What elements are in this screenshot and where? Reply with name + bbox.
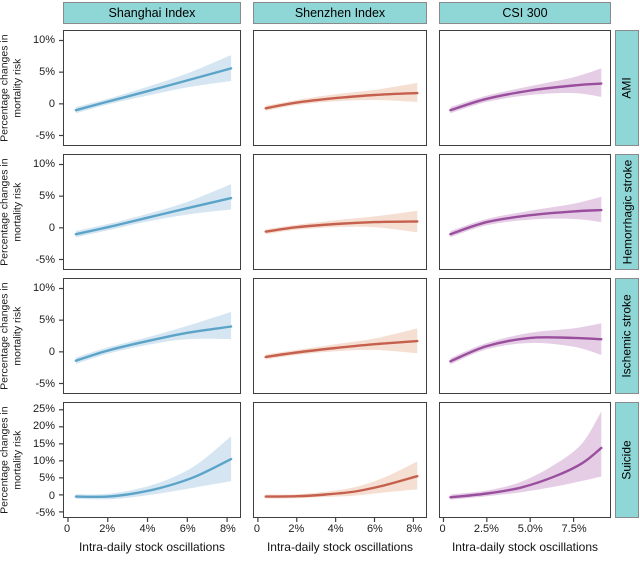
- panel-suicide-shenzhen-index: [253, 402, 427, 522]
- column-strip-shanghai-index: Shanghai Index: [63, 2, 241, 24]
- y-tick-label: 20%: [32, 420, 55, 433]
- row-strip-label: Suicide: [620, 440, 635, 480]
- column-strip-label: Shenzhen Index: [294, 6, 386, 20]
- row-strip-label: Hemorrhagic stroke: [620, 159, 635, 265]
- x-tick-label: 5.0%: [517, 523, 543, 535]
- y-tick-label: 0: [48, 98, 55, 111]
- x-tick-label: 2.5%: [473, 523, 499, 535]
- y-tick-label: 15%: [32, 437, 55, 450]
- x-tick-label: 0: [439, 523, 446, 535]
- panel-ami-shanghai-index: [59, 30, 241, 146]
- y-tick-labels: 10% 5% 0 -5%: [23, 278, 63, 394]
- y-tick-label: 0: [48, 222, 55, 235]
- column-strip-shenzhen-index: Shenzhen Index: [253, 2, 427, 24]
- x-tick-label: 4%: [327, 523, 344, 535]
- row-strip-label: AMI: [620, 77, 634, 99]
- y-tick-labels: 25% 20% 15% 10% 5% 0 -5%: [23, 402, 63, 519]
- x-axis-title: Intra-daily stock oscillations: [78, 540, 226, 554]
- row-strip-ischemic-stroke: Ischemic stroke: [615, 278, 639, 394]
- y-tick-label: -5%: [35, 506, 55, 519]
- panel-ischemic-stroke-csi-300: [439, 278, 611, 394]
- y-tick-label: 5%: [39, 189, 55, 202]
- x-tick-labels: 0 2% 4% 6% 8%: [63, 520, 241, 538]
- panel-hemorrhagic-stroke-shanghai-index: [59, 154, 241, 270]
- row-strip-label: Ischemic stroke: [620, 294, 635, 378]
- x-axis-title: Intra-daily stock oscillations: [266, 540, 414, 554]
- y-tick-label: -5%: [35, 254, 55, 267]
- y-tick-labels: 10% 5% 0 -5%: [23, 154, 63, 270]
- panel-ischemic-stroke-shanghai-index: [59, 278, 241, 394]
- row-strip-ami: AMI: [615, 30, 639, 146]
- y-tick-label: -5%: [35, 378, 55, 391]
- x-tick-label: 8%: [406, 523, 423, 535]
- row-strip-hemorrhagic-stroke: Hemorrhagic stroke: [615, 154, 639, 270]
- x-tick-label: 6%: [179, 523, 196, 535]
- y-tick-label: 0: [48, 489, 55, 502]
- x-tick-labels: 0 2.5% 5.0% 7.5%: [439, 520, 611, 538]
- column-strip-label: Shanghai Index: [108, 6, 196, 20]
- y-tick-label: -5%: [35, 130, 55, 143]
- y-tick-label: 5%: [39, 472, 55, 485]
- x-tick-label: 6%: [366, 523, 383, 535]
- y-axis-title: Percentage changes in mortality risk: [0, 282, 25, 390]
- panel-ischemic-stroke-shenzhen-index: [253, 278, 427, 394]
- column-strip-label: CSI 300: [502, 6, 548, 20]
- panel-suicide-shanghai-index: [59, 402, 241, 522]
- x-tick-label: 0: [253, 523, 260, 535]
- panel-suicide-csi-300: [439, 402, 611, 522]
- y-tick-label: 10%: [32, 281, 55, 294]
- column-strip-csi-300: CSI 300: [439, 2, 611, 24]
- panel-hemorrhagic-stroke-shenzhen-index: [253, 154, 427, 270]
- y-tick-labels: 10% 5% 0 -5%: [23, 30, 63, 146]
- x-tick-label: 7.5%: [561, 523, 587, 535]
- y-tick-label: 10%: [32, 157, 55, 170]
- x-tick-label: 2%: [99, 523, 116, 535]
- y-tick-label: 25%: [32, 402, 55, 415]
- y-tick-label: 5%: [39, 65, 55, 78]
- y-tick-label: 5%: [39, 313, 55, 326]
- x-tick-label: 4%: [139, 523, 156, 535]
- x-tick-label: 2%: [288, 523, 305, 535]
- y-axis-title: Percentage changes in mortality risk: [0, 406, 25, 514]
- y-tick-label: 10%: [32, 33, 55, 46]
- y-axis-title: Percentage changes in mortality risk: [0, 158, 25, 266]
- y-tick-label: 0: [48, 346, 55, 359]
- y-axis-title: Percentage changes in mortality risk: [0, 34, 25, 142]
- row-strip-suicide: Suicide: [615, 402, 639, 518]
- panel-ami-csi-300: [439, 30, 611, 146]
- panel-hemorrhagic-stroke-csi-300: [439, 154, 611, 270]
- x-tick-labels: 0 2% 4% 6% 8%: [253, 520, 427, 538]
- x-tick-label: 8%: [219, 523, 236, 535]
- x-tick-label: 0: [63, 523, 71, 535]
- y-tick-label: 10%: [32, 454, 55, 467]
- x-axis-title: Intra-daily stock oscillations: [451, 540, 599, 554]
- panel-ami-shenzhen-index: [253, 30, 427, 146]
